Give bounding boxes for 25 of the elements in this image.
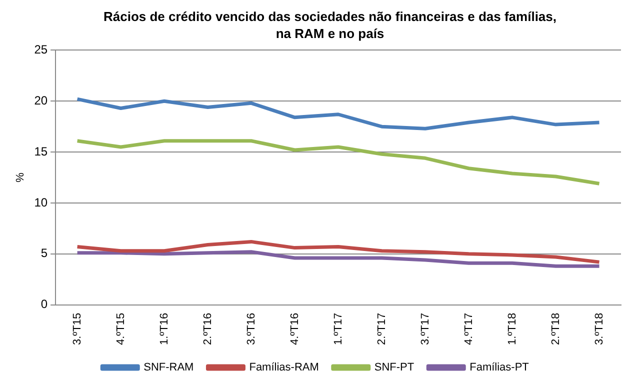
y-tick-label: 0	[40, 297, 48, 312]
x-tick-label: 2.ºT18	[550, 312, 562, 346]
y-tick-label: 25	[34, 42, 48, 57]
y-tick-label: 20	[34, 93, 48, 108]
x-tick-label: 3.ºT17	[419, 312, 432, 346]
x-tick-label: 1.ºT16	[158, 312, 170, 346]
y-tick-label: 10	[34, 195, 48, 210]
y-tick-label: 15	[34, 144, 48, 158]
x-tick-label: 2.ºT17	[376, 312, 388, 346]
chart-title: Rácios de crédito vencido das sociedades não financeiras e das famílias, na RAM e no país	[102, 8, 558, 42]
x-tick-label: 4.ºT16	[288, 312, 301, 346]
x-tick-label: 1.ºT17	[332, 312, 344, 346]
x-tick-label: 3.ºT15	[71, 312, 84, 346]
x-tick-label: 4.ºT15	[114, 312, 127, 346]
x-tick-label: 1.ºT18	[506, 312, 518, 346]
x-tick-label: 3.ºT18	[593, 312, 606, 346]
y-tick-label: 5	[40, 246, 48, 260]
x-tick-label: 3.ºT16	[245, 312, 258, 346]
x-tick-label: 2.ºT16	[202, 312, 214, 346]
legend-label: Famílias-RAM	[249, 362, 319, 374]
legend-label: SNF-PT	[374, 362, 414, 374]
x-tick-label: 4.ºT17	[462, 312, 475, 346]
legend-label: Famílias-PT	[470, 362, 530, 374]
y-axis-title: %	[14, 172, 27, 182]
legend-label: SNF-RAM	[144, 362, 194, 374]
